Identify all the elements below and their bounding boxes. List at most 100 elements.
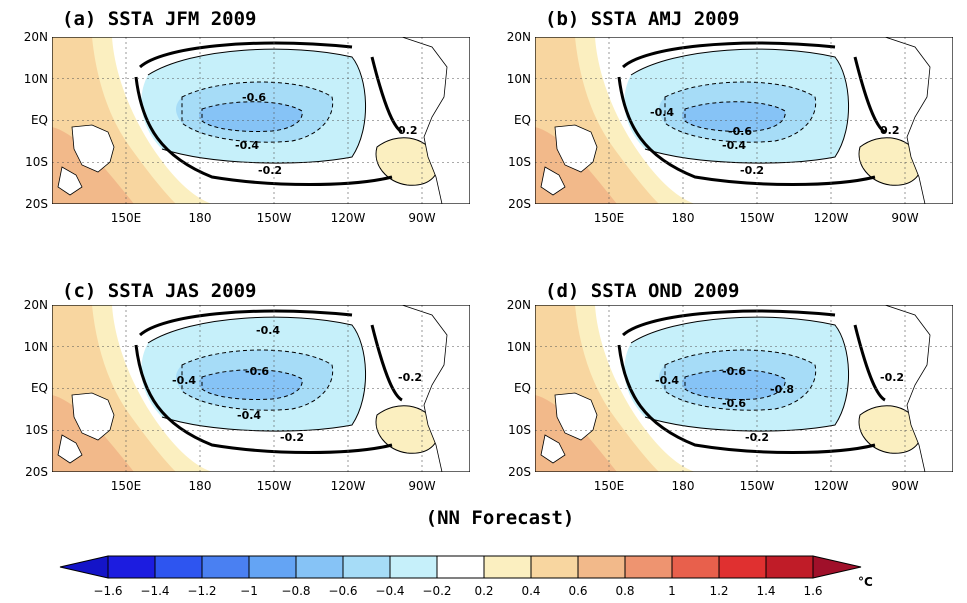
lon-label: 180: [672, 479, 695, 493]
panel-d-contour-label: -0.2: [745, 431, 769, 444]
colorbar-tick-label: 1: [668, 584, 676, 598]
colorbar-tick-label: −1.4: [140, 584, 169, 598]
units-label: °C: [858, 575, 873, 589]
lat-label: 20N: [24, 298, 48, 312]
colorbar-tick-label: −1: [240, 584, 258, 598]
panel-d-contour-label: -0.8: [770, 383, 794, 396]
lon-label: 120W: [331, 211, 366, 225]
panel-d-contour-label: -0.6: [722, 365, 746, 378]
colorbar-tick-label: −1.6: [93, 584, 122, 598]
colorbar-swatch: [342, 555, 391, 579]
colorbar-swatch: [530, 555, 579, 579]
colorbar-swatch: [248, 555, 297, 579]
lon-label: 150E: [111, 211, 142, 225]
colorbar-tick-label: −0.2: [422, 584, 451, 598]
panel-d-contour-label: -0.6: [722, 397, 746, 410]
lon-label: 90W: [891, 479, 918, 493]
lat-label: EQ: [514, 113, 531, 127]
panel-d-contour-label: -0.2: [880, 371, 904, 384]
panel-b-contour-label: 0.2: [880, 124, 900, 137]
panel-d: (d) SSTA OND 2009 -0.6 -0.8 -0.6 -0.4 -0…: [507, 280, 953, 493]
lat-label: 20S: [25, 465, 48, 479]
colorbar-tick-label: −0.4: [375, 584, 404, 598]
panel-c-title: (c) SSTA JAS 2009: [62, 280, 256, 302]
colorbar-tick-label: 0.2: [474, 584, 493, 598]
panel-d-map: [535, 305, 953, 472]
lat-label: 20S: [508, 197, 531, 211]
colorbar-swatch: [718, 555, 767, 579]
colorbar-tick-label: 1.6: [803, 584, 822, 598]
lon-label: 180: [189, 211, 212, 225]
panel-b-contour-label: -0.4: [650, 106, 674, 119]
lat-label: EQ: [31, 381, 48, 395]
lat-label: 20N: [507, 298, 531, 312]
panel-c-contour-label: -0.4: [172, 374, 196, 387]
colorbar-swatch: [483, 555, 532, 579]
lat-label: 20S: [508, 465, 531, 479]
lon-label: 90W: [408, 479, 435, 493]
lat-label: 20N: [507, 30, 531, 44]
panel-c-contour-label: -0.6: [245, 365, 269, 378]
colorbar: −1.6 −1.4 −1.2 −1 −0.8 −0.6 −0.4 −0.2 0.2 0.4 0.6 0…: [59, 555, 862, 598]
colorbar-swatch: [577, 555, 626, 579]
lon-label: 150W: [257, 479, 292, 493]
lat-label: 10N: [24, 72, 48, 86]
lon-label: 120W: [814, 479, 849, 493]
colorbar-swatch: [201, 555, 250, 579]
panel-d-contour-label: -0.4: [655, 374, 679, 387]
colorbar-swatch: [436, 555, 485, 579]
colorbar-swatch: [671, 555, 720, 579]
colorbar-left-arrow: [59, 555, 109, 579]
colorbar-tick-label: 0.8: [615, 584, 634, 598]
colorbar-tick-label: −1.2: [187, 584, 216, 598]
colorbar-tick-label: 1.2: [709, 584, 728, 598]
colorbar-swatch: [295, 555, 344, 579]
panel-c-contour-label: -0.2: [280, 431, 304, 444]
lon-label: 120W: [814, 211, 849, 225]
lon-label: 150E: [111, 479, 142, 493]
panel-b-title: (b) SSTA AMJ 2009: [545, 8, 739, 30]
lon-label: 120W: [331, 479, 366, 493]
panel-b-contour-label: -0.4: [722, 139, 746, 152]
lat-label: EQ: [514, 381, 531, 395]
lat-label: 20S: [25, 197, 48, 211]
colorbar-tick-label: 0.6: [568, 584, 587, 598]
lat-label: 10N: [24, 340, 48, 354]
panel-a-map: [52, 37, 470, 204]
panel-d-title: (d) SSTA OND 2009: [545, 280, 739, 302]
panel-a: (a) SSTA JFM 2009 -0.6 -0.4 -0.2 0.2 20N…: [24, 8, 470, 225]
lon-label: 180: [672, 211, 695, 225]
panel-a-contour-label: -0.4: [235, 139, 259, 152]
colorbar-swatch: [389, 555, 438, 579]
lon-label: 150W: [257, 211, 292, 225]
figure-caption: (NN Forecast): [426, 507, 575, 529]
panel-a-contour-label: -0.2: [258, 164, 282, 177]
panel-a-contour-label: 0.2: [398, 124, 418, 137]
panel-b-map: [535, 37, 953, 204]
lon-label: 150W: [740, 211, 775, 225]
lon-label: 90W: [408, 211, 435, 225]
colorbar-swatch: [154, 555, 203, 579]
lon-label: 150W: [740, 479, 775, 493]
colorbar-swatch: [107, 555, 156, 579]
colorbar-tick-label: 0.4: [521, 584, 540, 598]
panel-b: (b) SSTA AMJ 2009 -0.4 -0.6 -0.4 -0.2 0.…: [507, 8, 953, 225]
lat-label: 10S: [25, 155, 48, 169]
panel-b-contour-label: -0.6: [728, 125, 752, 138]
lon-label: 150E: [594, 211, 625, 225]
colorbar-tick-label: −0.6: [328, 584, 357, 598]
lat-label: EQ: [31, 113, 48, 127]
colorbar-tick-label: 1.4: [756, 584, 775, 598]
lat-label: 10S: [508, 155, 531, 169]
lat-label: 20N: [24, 30, 48, 44]
lat-label: 10S: [25, 423, 48, 437]
lat-label: 10N: [507, 340, 531, 354]
panel-c-contour-label: -0.2: [398, 371, 422, 384]
colorbar-swatch: [624, 555, 673, 579]
panel-a-title: (a) SSTA JFM 2009: [62, 8, 256, 30]
panel-c: (c) SSTA JAS 2009 -0.4 -0.4 -0.6 -0.4 -0…: [24, 280, 470, 493]
lat-label: 10N: [507, 72, 531, 86]
panel-c-contour-label: -0.4: [237, 409, 261, 422]
panel-c-contour-label: -0.4: [256, 324, 280, 337]
